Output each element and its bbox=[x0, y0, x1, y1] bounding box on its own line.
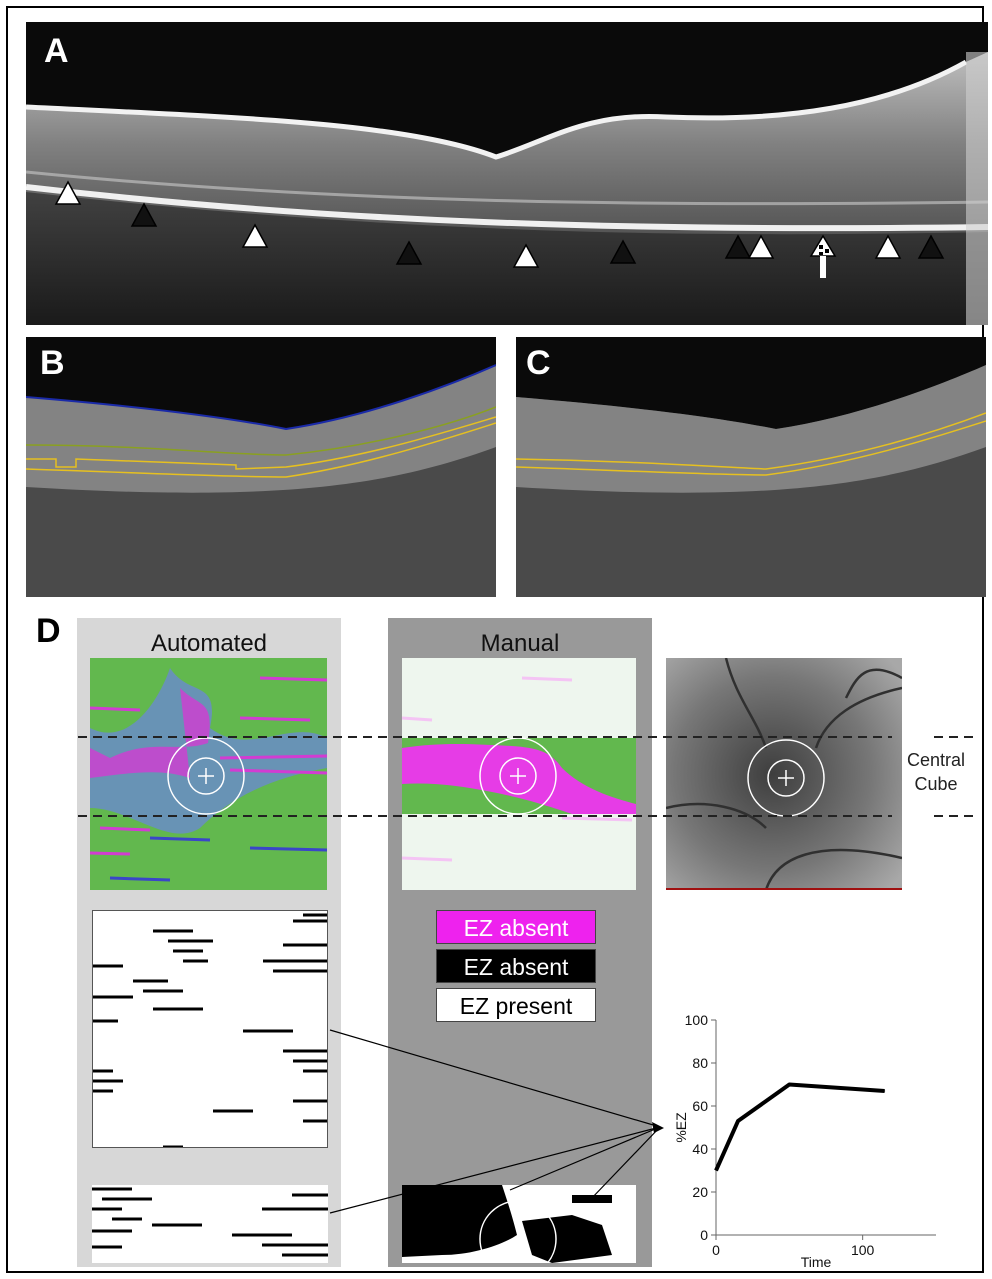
arrowhead-markers-a bbox=[54, 180, 945, 278]
black-arrowhead bbox=[917, 234, 945, 259]
panel-label-a: A bbox=[44, 32, 69, 70]
y-axis-label: %EZ bbox=[673, 1112, 689, 1143]
white-arrowhead bbox=[874, 234, 902, 259]
automated-ez-map bbox=[90, 658, 327, 890]
central-cube-line1: Central bbox=[906, 750, 966, 770]
oct-scan-c bbox=[516, 337, 986, 597]
ez-line-chart: 0 20 40 60 80 100 0 100 %EZ Time bbox=[673, 1012, 936, 1270]
data-point bbox=[715, 1170, 717, 1171]
legend-label: EZ present bbox=[459, 993, 573, 1019]
legend-ez-absent-black: EZ absent bbox=[436, 949, 596, 983]
white-arrowhead bbox=[747, 234, 775, 259]
panel-label-c: C bbox=[526, 344, 551, 382]
data-point bbox=[737, 1120, 739, 1122]
white-arrowhead bbox=[241, 223, 269, 248]
checkered-arrow-icon bbox=[809, 234, 837, 278]
manual-cube-binary-map bbox=[402, 1185, 636, 1263]
y-tick-label: 80 bbox=[692, 1055, 708, 1071]
automated-cube-binary-map bbox=[92, 1185, 328, 1263]
white-arrowhead bbox=[54, 180, 82, 205]
black-arrowhead bbox=[130, 202, 158, 227]
panel-label-d: D bbox=[36, 612, 61, 650]
data-point bbox=[788, 1084, 790, 1085]
x-axis-label: Time bbox=[801, 1254, 832, 1270]
series-line bbox=[714, 1082, 885, 1172]
black-arrowhead bbox=[724, 234, 752, 259]
legend-ez-absent-magenta: EZ absent bbox=[436, 910, 596, 944]
oct-scan-c-image bbox=[516, 337, 986, 597]
central-cube-label: Central Cube bbox=[896, 748, 976, 796]
data-point bbox=[884, 1090, 886, 1092]
y-tick-label: 0 bbox=[700, 1227, 708, 1243]
oct-scan-b bbox=[26, 337, 496, 597]
y-tick-label: 100 bbox=[685, 1012, 709, 1028]
y-tick-label: 40 bbox=[692, 1141, 708, 1157]
y-tick-label: 60 bbox=[692, 1098, 708, 1114]
figure-frame bbox=[6, 6, 984, 1273]
legend-label: EZ absent bbox=[463, 954, 569, 980]
legend-label: EZ absent bbox=[463, 915, 569, 941]
automated-binary-map bbox=[92, 910, 328, 1148]
automated-column-title: Automated bbox=[150, 630, 268, 657]
manual-column-title: Manual bbox=[480, 630, 560, 657]
oct-scan-b-image bbox=[26, 337, 496, 597]
manual-ez-map bbox=[402, 658, 636, 890]
fundus-image bbox=[666, 658, 902, 890]
central-cube-line2: Cube bbox=[914, 774, 958, 794]
legend-ez-present-white: EZ present bbox=[436, 988, 596, 1022]
x-tick-label: 100 bbox=[851, 1242, 875, 1258]
black-arrowhead bbox=[609, 239, 637, 264]
white-arrowhead bbox=[512, 243, 540, 268]
black-arrowhead bbox=[395, 240, 423, 265]
x-tick-label: 0 bbox=[712, 1242, 720, 1258]
y-tick-label: 20 bbox=[692, 1184, 708, 1200]
panel-label-b: B bbox=[40, 344, 65, 382]
